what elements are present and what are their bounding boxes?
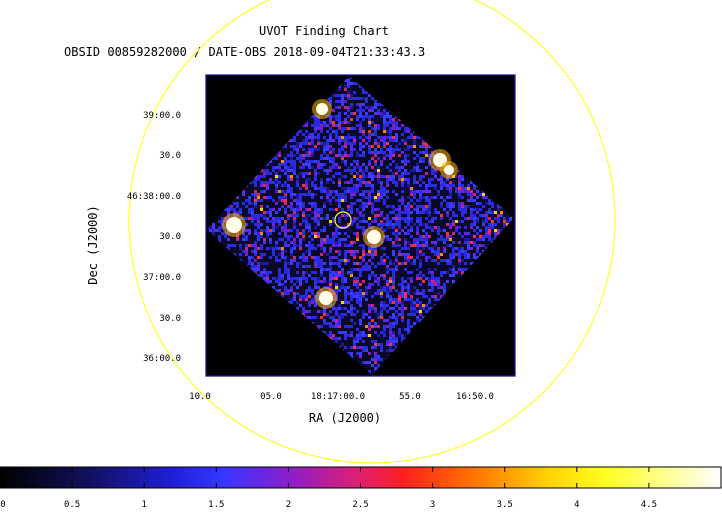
dec-tick-label: 30.0 xyxy=(159,151,181,161)
colorbar-tick-label: 0 xyxy=(0,500,5,508)
ra-tick-label: 10.0 xyxy=(189,392,211,402)
chart-title: UVOT Finding Chart xyxy=(259,24,389,38)
dec-tick-label: 37:00.0 xyxy=(143,273,181,283)
dec-tick-label: 30.0 xyxy=(159,314,181,324)
colorbar-tick-label: 1 xyxy=(141,500,146,508)
colorbar-tick-label: 4 xyxy=(574,500,579,508)
x-axis-label: RA (J2000) xyxy=(309,411,381,425)
colorbar-tick-label: 3 xyxy=(430,500,435,508)
colorbar-tick-label: 2 xyxy=(286,500,291,508)
y-axis-label: Dec (J2000) xyxy=(86,205,100,284)
ra-tick-label: 55.0 xyxy=(399,392,421,402)
colorbar-tick-label: 4.5 xyxy=(641,500,657,508)
ra-tick-label: 18:17:00.0 xyxy=(311,392,365,402)
ra-tick-label: 16:50.0 xyxy=(456,392,494,402)
colorbar-tick-label: 0.5 xyxy=(64,500,80,508)
dec-tick-label: 39:00.0 xyxy=(143,111,181,121)
ra-tick-labels: 10.0 05.0 18:17:00.0 55.0 16:50.0 xyxy=(189,392,494,402)
colorbar-tick-label: 2.5 xyxy=(352,500,368,508)
dec-tick-label: 30.0 xyxy=(159,232,181,242)
chart-subtitle: OBSID 00859282000 / DATE-OBS 2018-09-04T… xyxy=(64,45,425,59)
dec-tick-label: 36:00.0 xyxy=(143,354,181,364)
colorbar-tick-label: 3.5 xyxy=(497,500,513,508)
dec-tick-label: 46:38:00.0 xyxy=(127,192,181,202)
ra-tick-label: 05.0 xyxy=(260,392,282,402)
colorbar-tick-label: 1.5 xyxy=(208,500,224,508)
